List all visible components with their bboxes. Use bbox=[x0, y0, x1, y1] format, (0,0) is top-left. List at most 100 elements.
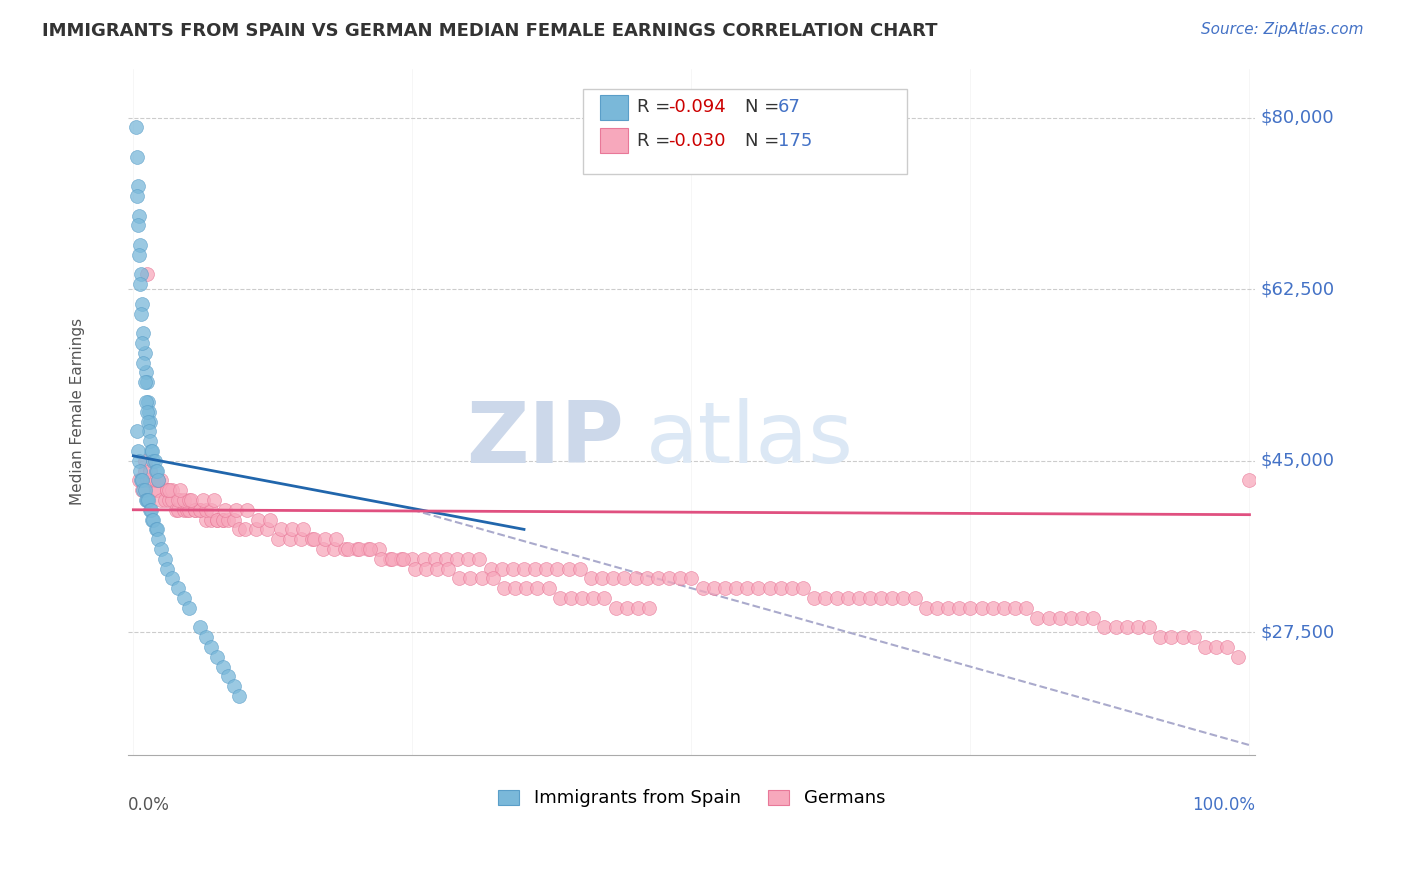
Point bbox=[139, 474, 162, 488]
Point bbox=[132, 356, 155, 370]
Point bbox=[129, 307, 152, 321]
Point bbox=[200, 512, 222, 526]
Point bbox=[1149, 630, 1171, 644]
Point bbox=[141, 512, 163, 526]
Point bbox=[1239, 474, 1261, 488]
Text: Source: ZipAtlas.com: Source: ZipAtlas.com bbox=[1201, 22, 1364, 37]
Point bbox=[936, 600, 959, 615]
Point bbox=[281, 522, 304, 536]
Point bbox=[211, 659, 233, 673]
Point bbox=[131, 336, 153, 351]
Point bbox=[1126, 620, 1149, 634]
Point bbox=[658, 571, 681, 585]
Point bbox=[981, 600, 1004, 615]
Point bbox=[184, 502, 207, 516]
Point bbox=[347, 541, 370, 556]
Point bbox=[188, 502, 211, 516]
Point bbox=[780, 581, 803, 595]
Point bbox=[359, 541, 381, 556]
Point bbox=[179, 492, 201, 507]
Point bbox=[314, 532, 336, 546]
Point bbox=[141, 502, 163, 516]
Point bbox=[1092, 620, 1115, 634]
Point bbox=[669, 571, 692, 585]
Text: 100.0%: 100.0% bbox=[1192, 796, 1256, 814]
Point bbox=[134, 464, 156, 478]
Point bbox=[312, 541, 335, 556]
Point bbox=[211, 512, 233, 526]
Point bbox=[141, 444, 163, 458]
Point bbox=[173, 502, 195, 516]
Point bbox=[150, 474, 173, 488]
Point bbox=[389, 551, 412, 566]
Text: N =: N = bbox=[745, 98, 785, 116]
Point bbox=[404, 561, 426, 575]
Text: R =: R = bbox=[637, 132, 676, 150]
Point bbox=[882, 591, 904, 605]
Point bbox=[1049, 610, 1071, 624]
Point bbox=[1026, 610, 1049, 624]
Point bbox=[136, 492, 159, 507]
Point bbox=[173, 492, 195, 507]
Point bbox=[167, 502, 190, 516]
Point bbox=[290, 532, 312, 546]
Point bbox=[437, 561, 460, 575]
Point bbox=[602, 571, 624, 585]
Point bbox=[142, 512, 165, 526]
Point bbox=[146, 532, 169, 546]
Point bbox=[153, 492, 176, 507]
Point bbox=[247, 512, 270, 526]
Point bbox=[129, 474, 152, 488]
Point bbox=[503, 581, 526, 595]
Point bbox=[136, 395, 159, 409]
Point bbox=[426, 561, 449, 575]
Point bbox=[194, 630, 217, 644]
Point bbox=[735, 581, 758, 595]
Point bbox=[1194, 640, 1216, 654]
Point bbox=[146, 483, 169, 498]
Point bbox=[128, 248, 150, 262]
Point bbox=[392, 551, 415, 566]
Point bbox=[346, 541, 368, 556]
Point bbox=[138, 405, 160, 419]
Point bbox=[128, 209, 150, 223]
Point bbox=[179, 502, 201, 516]
Point bbox=[412, 551, 434, 566]
Point bbox=[537, 581, 560, 595]
Point bbox=[491, 561, 513, 575]
Point bbox=[145, 522, 167, 536]
Point bbox=[139, 502, 162, 516]
Point bbox=[188, 502, 211, 516]
Point bbox=[127, 219, 149, 233]
Point bbox=[548, 591, 571, 605]
Point bbox=[1060, 610, 1083, 624]
Text: N =: N = bbox=[745, 132, 785, 150]
Point bbox=[131, 297, 153, 311]
Text: $27,500: $27,500 bbox=[1261, 624, 1334, 641]
Text: ZIP: ZIP bbox=[465, 398, 624, 481]
Point bbox=[460, 571, 482, 585]
Text: $80,000: $80,000 bbox=[1261, 109, 1334, 127]
Point bbox=[131, 483, 153, 498]
Point bbox=[1171, 630, 1194, 644]
Point bbox=[904, 591, 927, 605]
Point bbox=[205, 649, 228, 664]
Point bbox=[524, 561, 547, 575]
Point bbox=[205, 512, 228, 526]
Point bbox=[145, 464, 167, 478]
Point bbox=[681, 571, 703, 585]
Point bbox=[1182, 630, 1205, 644]
Point bbox=[423, 551, 446, 566]
Point bbox=[125, 425, 148, 439]
Point bbox=[848, 591, 870, 605]
Point bbox=[135, 492, 157, 507]
Point bbox=[143, 454, 166, 468]
Point bbox=[502, 561, 524, 575]
Point bbox=[814, 591, 837, 605]
Point bbox=[131, 474, 153, 488]
Point bbox=[925, 600, 948, 615]
Point bbox=[471, 571, 494, 585]
Point bbox=[993, 600, 1015, 615]
Point bbox=[236, 502, 259, 516]
Point bbox=[245, 522, 267, 536]
